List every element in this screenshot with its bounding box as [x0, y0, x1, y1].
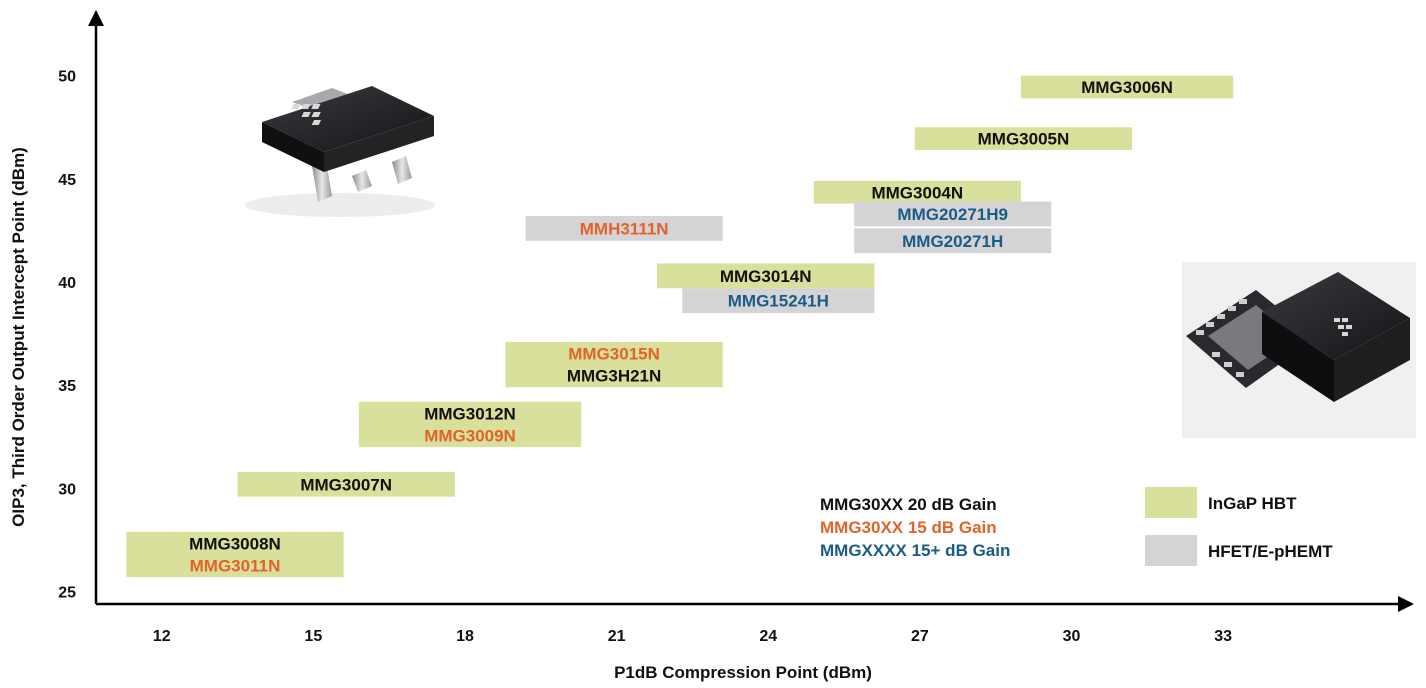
bar-rect: [525, 216, 723, 241]
qfn-package-image: [1182, 262, 1416, 438]
legend-swatch-hfet: [1145, 535, 1197, 566]
bar-label: MMG3007N: [300, 475, 392, 494]
bar-label: MMG3006N: [1081, 78, 1173, 97]
bar-mmg3012n-mmg3009n: MMG3012N MMG3009N: [358, 401, 582, 448]
x-tick-label: 27: [911, 628, 929, 645]
bar-mmg3015n-mmg3h21n: MMG3015N MMG3H21N: [505, 341, 723, 388]
bar-label: MMG3011N: [190, 556, 281, 575]
bar-rect: [505, 341, 723, 388]
y-tick-label: 40: [58, 275, 76, 292]
bar-mmg3005n: MMG3005N: [914, 127, 1133, 150]
bar-rect: [682, 288, 875, 313]
bar-rect: [813, 180, 1021, 204]
y-tick-label: 25: [58, 585, 76, 602]
bar-mmh3111n: MMH3111N: [525, 216, 723, 241]
legend-tech-entry: InGaP HBT: [1208, 494, 1297, 513]
x-tick-label: 24: [759, 628, 777, 645]
y-tick-label: 50: [58, 69, 76, 86]
bar-mmg3007n: MMG3007N: [237, 471, 455, 497]
y-tick-label: 30: [58, 481, 76, 498]
bar-mmg3008n-mmg3011n: MMG3008N MMG3011N: [126, 531, 344, 578]
bar-mmg15241h: MMG15241H: [682, 288, 875, 313]
sot89-package-image: [245, 86, 435, 217]
y-axis-arrow: [88, 10, 104, 26]
x-tick-label: 12: [153, 628, 171, 645]
axes: [88, 10, 1414, 612]
bar-rect: [126, 531, 344, 578]
legend-tech-entry: HFET/E-pHEMT: [1208, 542, 1333, 561]
legend-gain-entry: MMG30XX 20 dB Gain: [820, 495, 997, 514]
bar-mmg3004n: MMG3004N: [813, 180, 1021, 204]
bar-rect: [657, 263, 875, 289]
bar-rect: [237, 471, 455, 497]
bar-label: MMG15241H: [728, 292, 829, 311]
bar-mmg3006n: MMG3006N: [1020, 75, 1234, 99]
y-tick-labels: 25 30 35 40 45 50: [58, 69, 76, 602]
x-tick-label: 15: [304, 628, 322, 645]
bar-rect: [358, 401, 582, 448]
legend-gain-entry: MMG30XX 15 dB Gain: [820, 518, 997, 537]
bar-rect: [914, 127, 1133, 150]
bar-label: MMG20271H: [902, 232, 1003, 251]
bar-label: MMG3015N: [568, 345, 660, 364]
x-axis-label: P1dB Compression Point (dBm): [614, 663, 872, 682]
x-tick-label: 18: [456, 628, 474, 645]
legend-swatch-hbt: [1145, 487, 1197, 518]
bar-mmg20271h: MMG20271H: [854, 228, 1052, 254]
legend-gain-entry: MMGXXXX 15+ dB Gain: [820, 541, 1010, 560]
y-tick-label: 35: [58, 378, 76, 395]
y-tick-label: 45: [58, 172, 76, 189]
bar-label: MMG3012N: [424, 404, 516, 423]
bar-label: MMG3014N: [720, 267, 812, 286]
bar-label: MMG3009N: [424, 426, 516, 445]
bar-label: MMG3004N: [871, 183, 963, 202]
x-tick-label: 30: [1063, 628, 1081, 645]
bar-rect: [1020, 75, 1234, 99]
bars-layer: MMG3006N MMG3005N MMG3004N MMG20271H9 MMG202…: [126, 75, 1234, 578]
x-tick-label: 21: [608, 628, 626, 645]
bar-label: MMH3111N: [580, 219, 669, 238]
bar-mmg3014n: MMG3014N: [657, 263, 875, 289]
bar-rect: [854, 228, 1052, 254]
bar-mmg20271h9: MMG20271H9: [854, 201, 1052, 227]
bar-label: MMG20271H9: [897, 205, 1008, 224]
x-tick-label: 33: [1214, 628, 1232, 645]
legend: MMG30XX 20 dB Gain MMG30XX 15 dB Gain MMGX…: [820, 487, 1333, 566]
bar-rect: [854, 201, 1052, 227]
x-tick-labels: 12 15 18 21 24 27 30 33: [153, 628, 1232, 645]
bar-label: MMG3005N: [978, 130, 1070, 149]
bar-label: MMG3H21N: [567, 367, 661, 386]
y-axis-label: OIP3, Third Order Output Intercept Point…: [9, 147, 28, 527]
bar-label: MMG3008N: [189, 534, 281, 553]
x-axis-arrow: [1398, 596, 1414, 612]
